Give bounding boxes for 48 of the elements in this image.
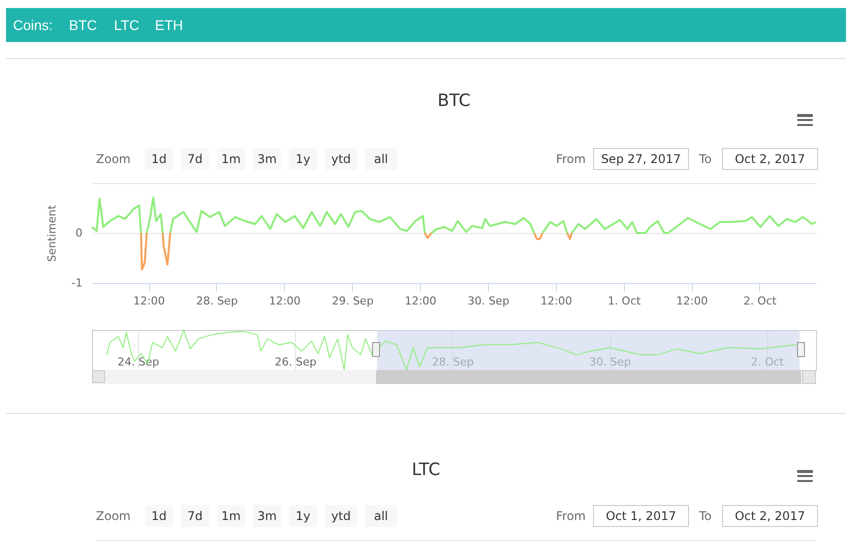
text: LTC — [114, 17, 140, 33]
y-tick-label: -1 — [72, 276, 82, 290]
y-tick-label: 0 — [76, 226, 82, 240]
x-tick-label: 12:00 — [404, 294, 436, 308]
x-tick-label: 12:00 — [676, 294, 708, 308]
x-tick-label: 28. Sep — [432, 356, 474, 368]
x-tick-label: 28. Sep — [196, 294, 238, 308]
text: 3m — [253, 148, 281, 170]
text: From — [556, 151, 586, 168]
x-tick-label: 30. Sep — [589, 356, 631, 368]
text: Oct 2, 2017 — [722, 505, 818, 527]
text: all — [365, 148, 397, 170]
x-tick-label: 2. Oct — [743, 294, 778, 308]
x-tick-label: 12:00 — [540, 294, 572, 308]
x-tick-label: 1. Oct — [608, 294, 642, 308]
text: 1m — [217, 505, 245, 527]
text: BTC — [69, 17, 97, 33]
x-tick-label: 30. Sep — [468, 294, 510, 308]
text: 1y — [289, 148, 317, 170]
text: 1m — [217, 148, 245, 170]
x-tick-label: 26. Sep — [274, 356, 316, 368]
text: Oct 2, 2017 — [722, 148, 818, 170]
x-tick-label: 2. Oct — [750, 356, 785, 368]
text: 7d — [181, 148, 209, 170]
text: ytd — [325, 505, 357, 527]
text: LTC — [410, 460, 442, 480]
text: 3m — [253, 505, 281, 527]
text: To — [699, 508, 712, 525]
text: Coins: — [13, 17, 53, 33]
text: 7d — [181, 505, 209, 527]
text: ytd — [325, 148, 357, 170]
x-tick-label: 24. Sep — [117, 356, 160, 368]
text: 1y — [289, 505, 317, 527]
text: 1d — [145, 148, 173, 170]
text: Zoom — [96, 508, 131, 525]
chart-title: BTC — [438, 91, 470, 111]
text: To — [699, 151, 712, 168]
x-tick-label: 12:00 — [268, 294, 301, 308]
x-tick-label: 12:00 — [133, 294, 165, 308]
text: 1d — [145, 505, 173, 527]
text: Zoom — [96, 151, 131, 168]
text: Oct 1, 2017 — [593, 505, 689, 527]
x-tick-label: 29. Sep — [332, 294, 374, 308]
text: all — [365, 505, 397, 527]
text: Sep 27, 2017 — [593, 148, 689, 170]
text: ETH — [155, 17, 183, 33]
text: From — [556, 508, 586, 525]
y-axis-title: Sentiment — [46, 204, 59, 262]
